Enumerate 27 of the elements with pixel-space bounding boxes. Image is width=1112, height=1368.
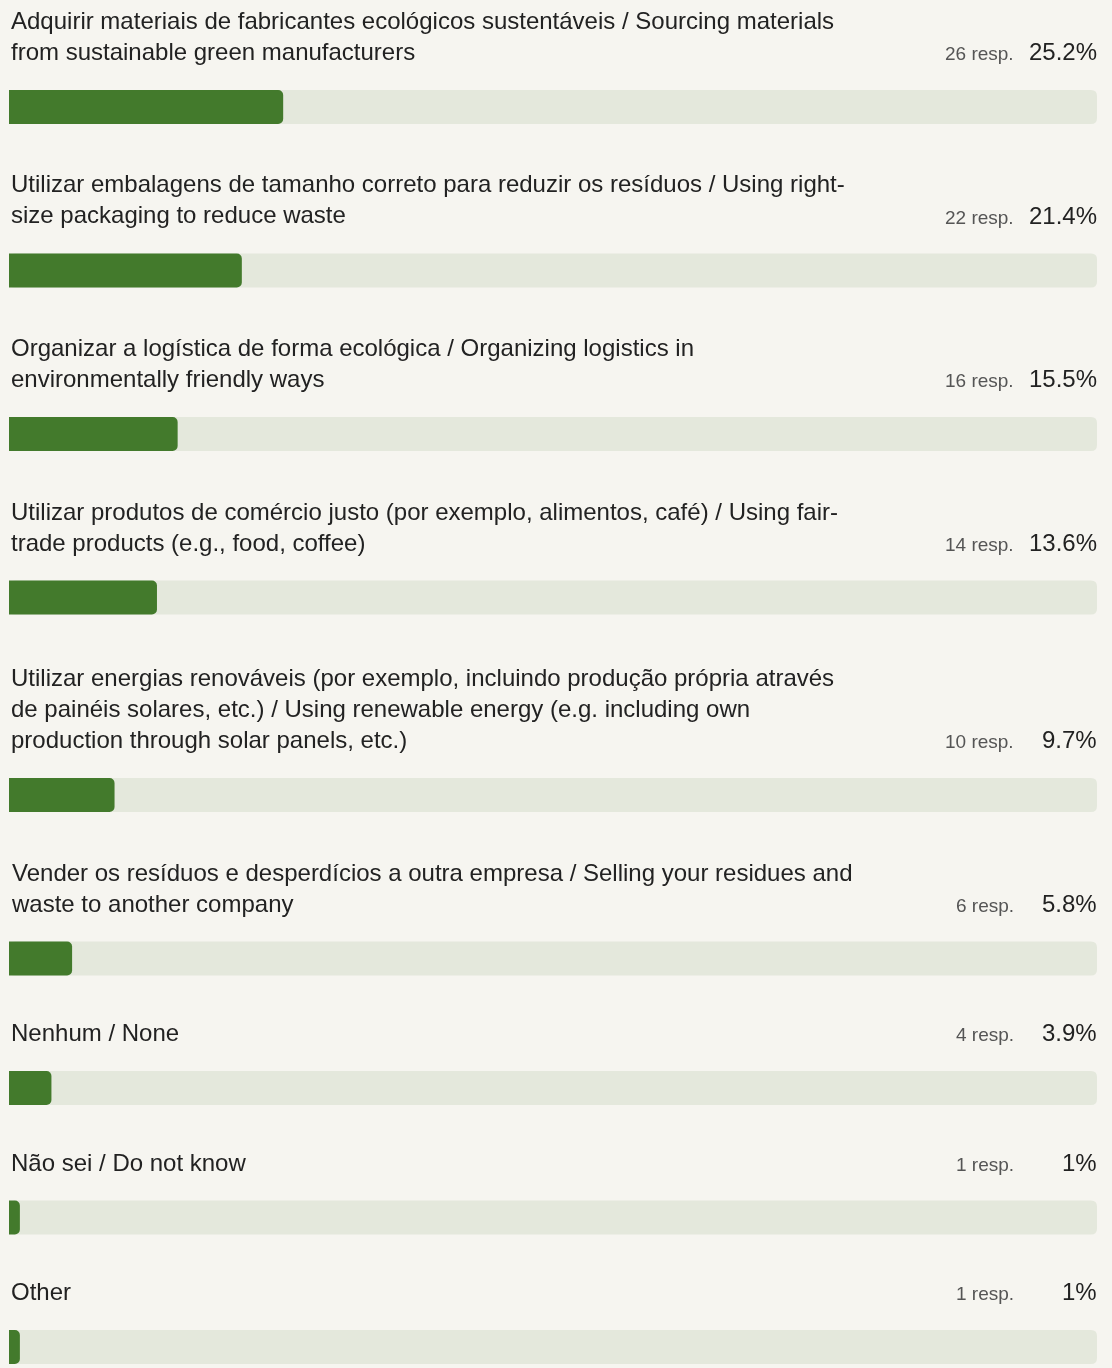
annotation: 14 resp. [945,534,1014,555]
data-label: 1% [1062,1149,1097,1176]
annotation: 4 resp. [956,1024,1015,1045]
data-label: 1% [1062,1278,1097,1305]
annotation: 1 resp. [956,1283,1015,1304]
y-tick-label: Utilizar energias renováveis (por exemplo, incluindo produção própria através de painéis solares, etc.) / Using renewable energy (e.g. including own production through solar panels, etc.) [11,664,835,754]
y-tick-label: Utilizar produtos de comércio justo (por exemplo, alimentos, café) / Using fair-trade products (e.g., food, coffee) [11,498,838,557]
data-label: 25.2% [1029,38,1098,65]
data-label: 9.7% [1042,726,1097,753]
y-tick-label: Utilizar embalagens de tamanho correto para reduzir os resíduos / Using right-size packaging to reduce waste [11,170,845,229]
data-label: 15.5% [1029,365,1098,392]
annotation: 6 resp. [956,895,1015,916]
data-label: 13.6% [1029,529,1098,556]
data-label: 3.9% [1042,1019,1097,1046]
annotation: 1 resp. [956,1154,1015,1175]
annotation: 16 resp. [945,370,1014,391]
y-tick-label: Nenhum / None [11,1019,180,1046]
y-tick-label: Other [11,1278,72,1305]
annotation: 26 resp. [945,43,1014,64]
data-label: 21.4% [1029,202,1098,229]
data-label: 5.8% [1042,890,1097,917]
y-tick-label: Não sei / Do not know [11,1149,247,1176]
annotation: 22 resp. [945,207,1014,228]
annotation: 10 resp. [945,731,1014,752]
y-tick-label: Organizar a logística de forma ecológica / Organizing logistics in environmentally friendly ways [11,334,694,393]
y-tick-label: Vender os resíduos e desperdícios a outra empresa / Selling your residues and waste to another company [11,859,853,918]
y-tick-label: Adquirir materiais de fabricantes ecológicos sustentáveis / Sourcing materials from sustainable green manufacturers [11,7,835,66]
